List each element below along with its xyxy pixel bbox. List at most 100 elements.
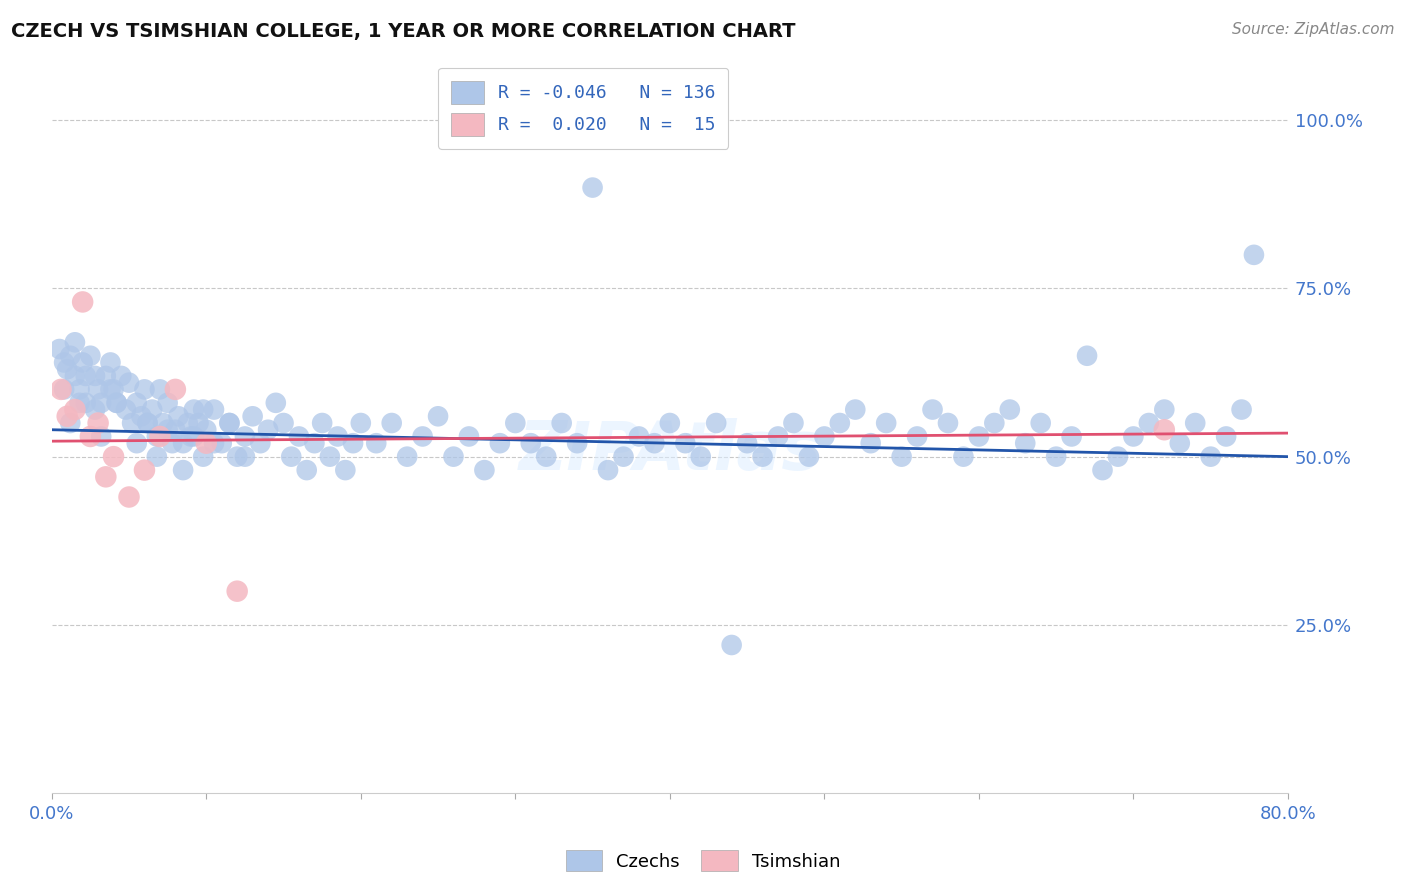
Point bbox=[1199, 450, 1222, 464]
Point bbox=[53, 355, 76, 369]
Point bbox=[1091, 463, 1114, 477]
Point bbox=[49, 383, 72, 397]
Point bbox=[658, 416, 681, 430]
Point bbox=[273, 416, 295, 430]
Point bbox=[1122, 429, 1144, 443]
Point bbox=[162, 436, 184, 450]
Point bbox=[165, 423, 187, 437]
Point bbox=[94, 368, 117, 383]
Point bbox=[782, 416, 804, 430]
Point bbox=[890, 450, 912, 464]
Point bbox=[149, 429, 172, 443]
Point bbox=[115, 402, 138, 417]
Point bbox=[167, 409, 190, 424]
Point bbox=[125, 396, 148, 410]
Point bbox=[249, 436, 271, 450]
Point bbox=[87, 383, 110, 397]
Point bbox=[233, 450, 256, 464]
Point bbox=[1168, 436, 1191, 450]
Point bbox=[612, 450, 634, 464]
Point bbox=[63, 335, 86, 350]
Point bbox=[146, 429, 169, 443]
Point bbox=[813, 429, 835, 443]
Point bbox=[149, 383, 172, 397]
Point bbox=[335, 463, 357, 477]
Point bbox=[720, 638, 742, 652]
Point bbox=[218, 416, 240, 430]
Point bbox=[704, 416, 727, 430]
Point bbox=[627, 429, 650, 443]
Legend: Czechs, Tsimshian: Czechs, Tsimshian bbox=[558, 843, 848, 879]
Point bbox=[581, 180, 603, 194]
Point bbox=[156, 396, 179, 410]
Point bbox=[121, 416, 143, 430]
Point bbox=[202, 402, 225, 417]
Point bbox=[797, 450, 820, 464]
Point bbox=[396, 450, 419, 464]
Point bbox=[69, 396, 91, 410]
Point bbox=[63, 368, 86, 383]
Point bbox=[751, 450, 773, 464]
Point bbox=[295, 463, 318, 477]
Point bbox=[280, 450, 302, 464]
Point bbox=[72, 294, 94, 309]
Point bbox=[146, 450, 169, 464]
Point bbox=[193, 450, 215, 464]
Point bbox=[828, 416, 851, 430]
Point bbox=[859, 436, 882, 450]
Point bbox=[72, 355, 94, 369]
Point bbox=[131, 409, 153, 424]
Point bbox=[366, 436, 388, 450]
Point bbox=[84, 402, 107, 417]
Point bbox=[105, 396, 128, 410]
Point bbox=[1107, 450, 1129, 464]
Point bbox=[1076, 349, 1098, 363]
Point bbox=[90, 429, 112, 443]
Point bbox=[141, 402, 163, 417]
Point bbox=[534, 450, 557, 464]
Point bbox=[136, 416, 159, 430]
Point bbox=[94, 470, 117, 484]
Point bbox=[202, 436, 225, 450]
Point bbox=[474, 463, 496, 477]
Point bbox=[458, 429, 481, 443]
Point bbox=[233, 429, 256, 443]
Point bbox=[1060, 429, 1083, 443]
Point bbox=[75, 368, 97, 383]
Point bbox=[936, 416, 959, 430]
Point bbox=[983, 416, 1005, 430]
Point bbox=[766, 429, 789, 443]
Point bbox=[118, 490, 141, 504]
Point bbox=[103, 450, 125, 464]
Point bbox=[134, 383, 156, 397]
Point bbox=[172, 436, 194, 450]
Point bbox=[195, 423, 218, 437]
Point bbox=[226, 584, 249, 599]
Point bbox=[1153, 423, 1175, 437]
Point bbox=[103, 383, 125, 397]
Point bbox=[172, 463, 194, 477]
Point bbox=[1029, 416, 1052, 430]
Point bbox=[596, 463, 619, 477]
Point bbox=[242, 409, 264, 424]
Point bbox=[75, 396, 97, 410]
Point bbox=[735, 436, 758, 450]
Point bbox=[105, 396, 128, 410]
Point bbox=[967, 429, 990, 443]
Point bbox=[195, 436, 218, 450]
Point bbox=[427, 409, 450, 424]
Point bbox=[211, 436, 233, 450]
Point bbox=[1153, 402, 1175, 417]
Point bbox=[550, 416, 572, 430]
Point bbox=[90, 396, 112, 410]
Point bbox=[350, 416, 373, 430]
Point bbox=[505, 416, 527, 430]
Point bbox=[998, 402, 1021, 417]
Point bbox=[381, 416, 404, 430]
Point bbox=[59, 416, 82, 430]
Point bbox=[110, 368, 132, 383]
Point bbox=[187, 416, 209, 430]
Point bbox=[1230, 402, 1253, 417]
Point bbox=[689, 450, 711, 464]
Point bbox=[905, 429, 928, 443]
